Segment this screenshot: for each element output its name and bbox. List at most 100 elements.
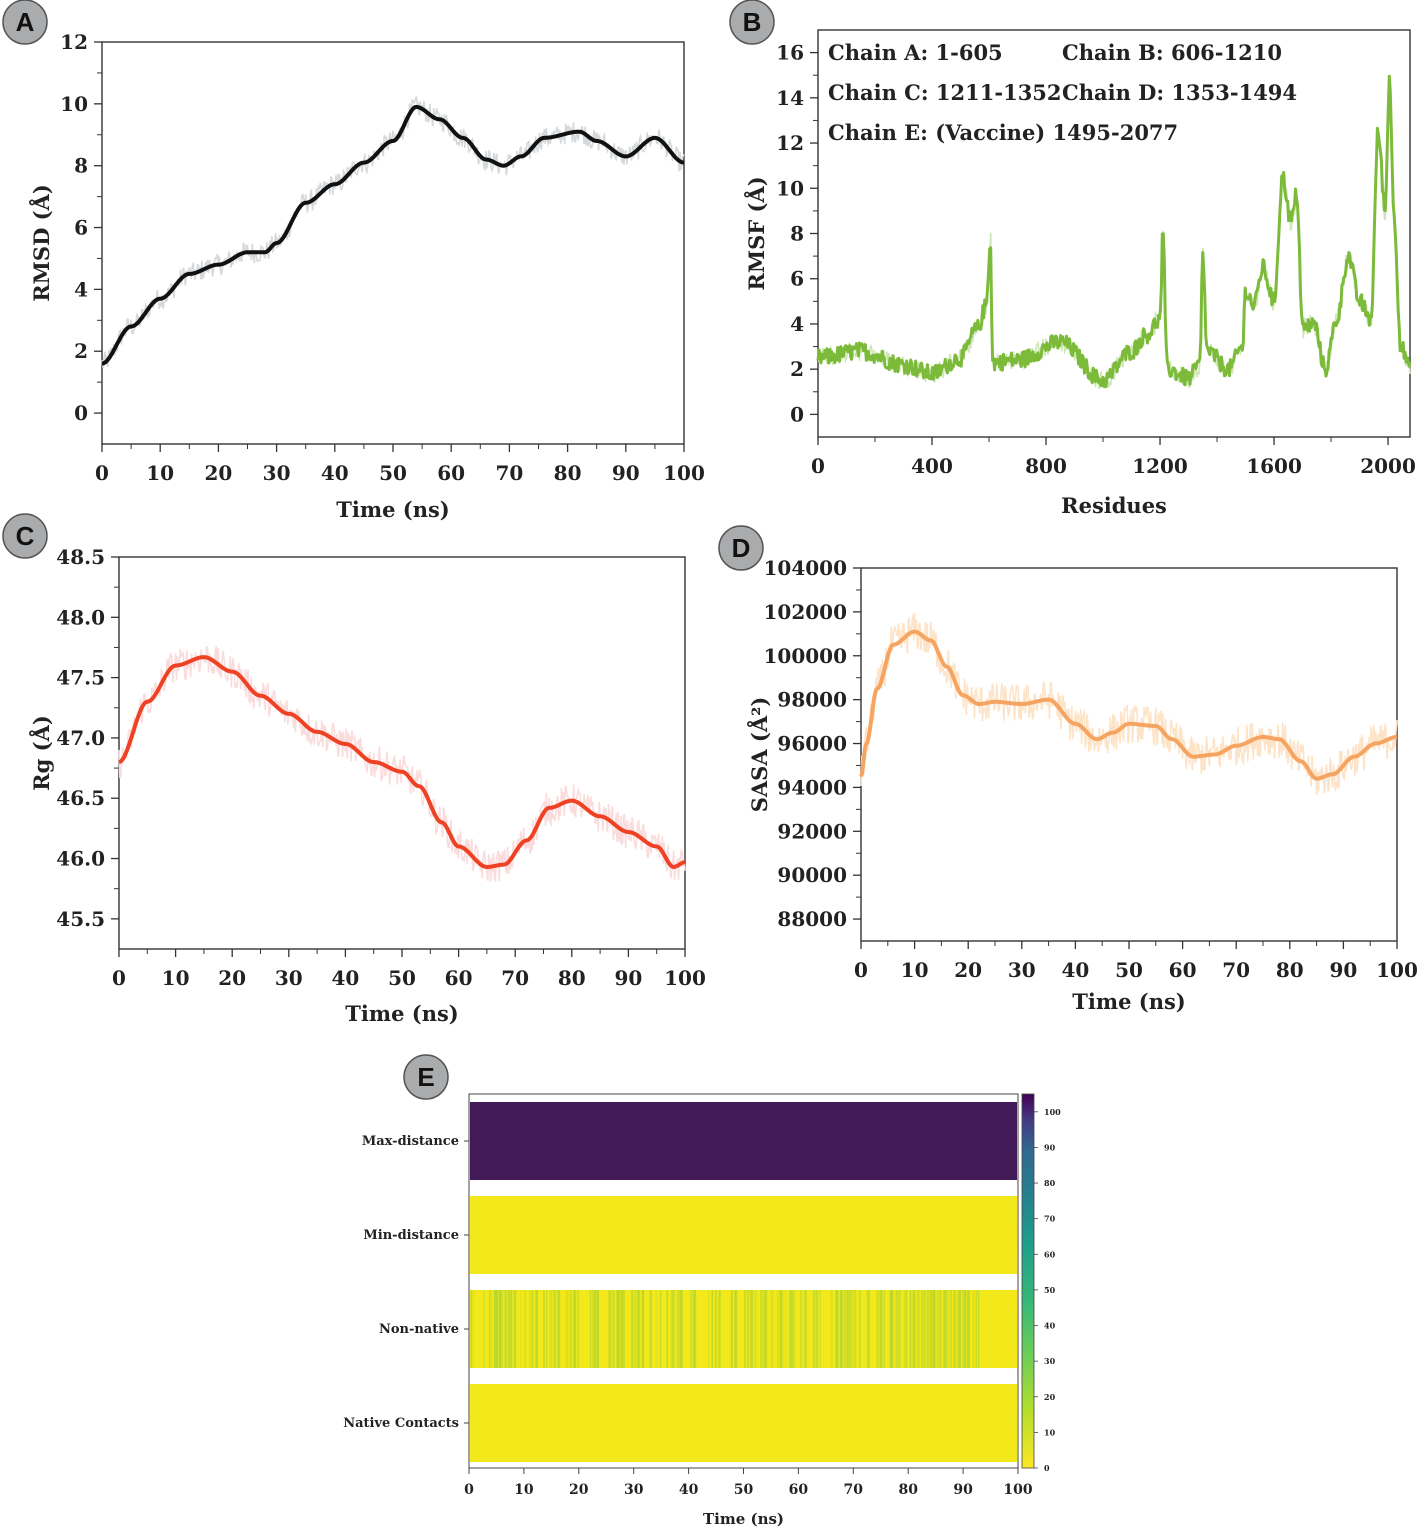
smoothed-series-line [101, 104, 685, 366]
non-native-stripe [504, 1290, 507, 1368]
y-axis-label: SASA (Å²) [747, 697, 772, 813]
heatmap-row [470, 1290, 1017, 1368]
panel-badge [718, 525, 764, 571]
x-tick-label: 60 [445, 966, 473, 990]
x-tick-label: 60 [1169, 958, 1197, 982]
x-axis-label: Time (ns) [336, 497, 449, 522]
non-native-stripe [589, 1290, 591, 1368]
non-native-stripe [975, 1290, 978, 1368]
chain-annotation: Chain C: 1211-1352 [828, 80, 1062, 105]
non-native-stripe [921, 1290, 924, 1368]
heatmap-x-axis-label: Time (ns) [703, 1510, 784, 1528]
non-native-stripe [879, 1290, 881, 1368]
y-tick-label: 16 [776, 41, 804, 65]
non-native-stripe [882, 1290, 884, 1368]
non-native-stripe [955, 1290, 956, 1368]
non-native-stripe [855, 1290, 857, 1368]
non-native-stripe [779, 1290, 782, 1368]
non-native-stripe [594, 1290, 597, 1368]
non-native-stripe [789, 1290, 791, 1368]
non-native-stripe [553, 1290, 555, 1368]
non-native-stripe [672, 1290, 674, 1368]
non-native-stripe [972, 1290, 974, 1368]
non-native-stripe [495, 1290, 498, 1368]
non-native-stripe [936, 1290, 938, 1368]
non-native-stripe [490, 1290, 492, 1368]
non-native-stripe [510, 1290, 512, 1368]
colorbar-tick-label: 90 [1044, 1142, 1056, 1152]
non-native-stripe [679, 1290, 682, 1368]
non-native-stripe [552, 1290, 554, 1368]
x-tick-label: 20 [204, 461, 232, 485]
x-tick-label: 800 [1025, 454, 1067, 478]
non-native-stripe [953, 1290, 956, 1368]
non-native-stripe [750, 1290, 752, 1368]
y-tick-label: 48.5 [56, 545, 105, 569]
colorbar-tick-label: 40 [1044, 1321, 1056, 1331]
x-tick-label: 40 [321, 461, 349, 485]
x-tick-label: 20 [218, 966, 246, 990]
x-tick-label: 0 [854, 958, 868, 982]
colorbar-tick-label: 70 [1044, 1214, 1056, 1224]
non-native-stripe [565, 1290, 567, 1368]
non-native-stripe [609, 1290, 611, 1368]
plot-frame [860, 567, 1398, 942]
non-native-stripe [554, 1290, 556, 1368]
y-tick-label: 47.5 [56, 666, 105, 690]
non-native-stripe [889, 1290, 892, 1368]
non-native-stripe [754, 1290, 756, 1368]
chain-annotation: Chain B: 606-1210 [1062, 40, 1282, 65]
smoothed-series-line [117, 655, 687, 869]
non-native-stripe [881, 1290, 884, 1368]
non-native-stripe [791, 1290, 793, 1368]
non-native-stripe [567, 1290, 569, 1368]
non-native-stripe [616, 1290, 619, 1368]
non-native-stripe [634, 1290, 637, 1368]
non-native-stripe [946, 1290, 948, 1368]
non-native-stripe [928, 1290, 930, 1368]
x-tick-label: 30 [263, 461, 291, 485]
x-tick-label: 10 [901, 958, 929, 982]
y-tick-label: 96000 [777, 732, 847, 756]
y-tick-label: 8 [74, 154, 88, 178]
non-native-stripe [800, 1290, 803, 1368]
non-native-stripe [850, 1290, 853, 1368]
non-native-stripe [711, 1290, 714, 1368]
non-native-stripe [622, 1290, 625, 1368]
non-native-stripe [734, 1290, 737, 1368]
non-native-stripe [528, 1290, 531, 1368]
non-native-stripe [905, 1290, 908, 1368]
y-tick-label: 10 [60, 92, 88, 116]
x-tick-label: 90 [1329, 958, 1357, 982]
x-axis-label: Time (ns) [1072, 989, 1185, 1014]
raw-series-line [101, 96, 685, 368]
x-axis-label: Residues [1061, 493, 1167, 518]
panel-badge-letter: C [16, 521, 35, 551]
non-native-stripe [909, 1290, 911, 1368]
non-native-stripe [804, 1290, 807, 1368]
non-native-stripe [731, 1290, 733, 1368]
x-tick-label: 90 [612, 461, 640, 485]
non-native-stripe [499, 1290, 501, 1368]
colorbar-tick-label: 0 [1044, 1463, 1050, 1473]
heatmap-row [470, 1102, 1017, 1180]
x-tick-label: 1200 [1132, 454, 1188, 478]
non-native-stripe [631, 1290, 634, 1368]
non-native-stripe [591, 1290, 594, 1368]
non-native-stripe [613, 1290, 615, 1368]
non-native-stripe [501, 1290, 504, 1368]
non-native-stripe [690, 1290, 693, 1368]
y-tick-label: 4 [74, 277, 88, 301]
colorbar-tick-label: 50 [1044, 1285, 1056, 1295]
smoothed-series-line [859, 629, 1399, 781]
non-native-stripe [967, 1290, 970, 1368]
non-native-stripe [756, 1290, 758, 1368]
heatmap-x-tick-label: 60 [789, 1482, 809, 1498]
heatmap-x-tick-label: 10 [514, 1482, 534, 1498]
x-tick-label: 100 [663, 461, 705, 485]
y-tick-label: 0 [790, 402, 804, 426]
non-native-stripe [792, 1290, 795, 1368]
x-tick-label: 80 [558, 966, 586, 990]
non-native-stripe [895, 1290, 897, 1368]
non-native-stripe [715, 1290, 717, 1368]
